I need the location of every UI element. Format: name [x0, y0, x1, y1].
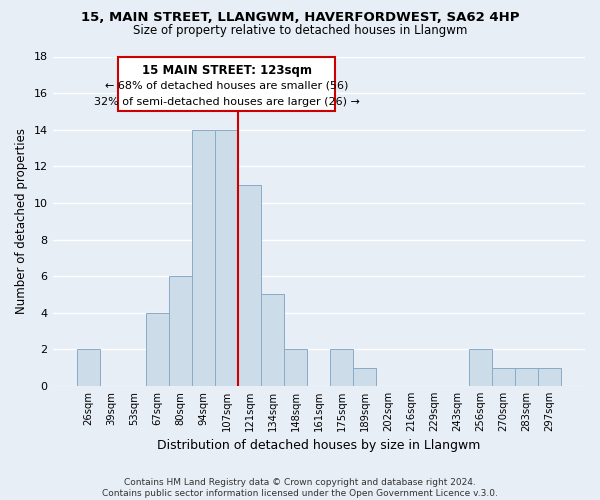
Text: 15, MAIN STREET, LLANGWM, HAVERFORDWEST, SA62 4HP: 15, MAIN STREET, LLANGWM, HAVERFORDWEST,…: [81, 11, 519, 24]
Text: Size of property relative to detached houses in Llangwm: Size of property relative to detached ho…: [133, 24, 467, 37]
Bar: [146, 312, 169, 386]
Text: Contains HM Land Registry data © Crown copyright and database right 2024.
Contai: Contains HM Land Registry data © Crown c…: [102, 478, 498, 498]
Bar: [491, 368, 515, 386]
X-axis label: Distribution of detached houses by size in Llangwm: Distribution of detached houses by size …: [157, 440, 481, 452]
Text: ← 68% of detached houses are smaller (56): ← 68% of detached houses are smaller (56…: [105, 80, 348, 90]
Bar: [77, 350, 100, 386]
Bar: [261, 294, 284, 386]
Text: 15 MAIN STREET: 123sqm: 15 MAIN STREET: 123sqm: [142, 64, 311, 77]
Text: 32% of semi-detached houses are larger (26) →: 32% of semi-detached houses are larger (…: [94, 97, 359, 107]
Y-axis label: Number of detached properties: Number of detached properties: [15, 128, 28, 314]
FancyBboxPatch shape: [118, 56, 335, 112]
Bar: [515, 368, 538, 386]
Bar: [469, 350, 491, 386]
Bar: [330, 350, 353, 386]
Bar: [169, 276, 192, 386]
Bar: [284, 350, 307, 386]
Bar: [538, 368, 561, 386]
Bar: [353, 368, 376, 386]
Bar: [238, 184, 261, 386]
Bar: [192, 130, 215, 386]
Bar: [215, 130, 238, 386]
